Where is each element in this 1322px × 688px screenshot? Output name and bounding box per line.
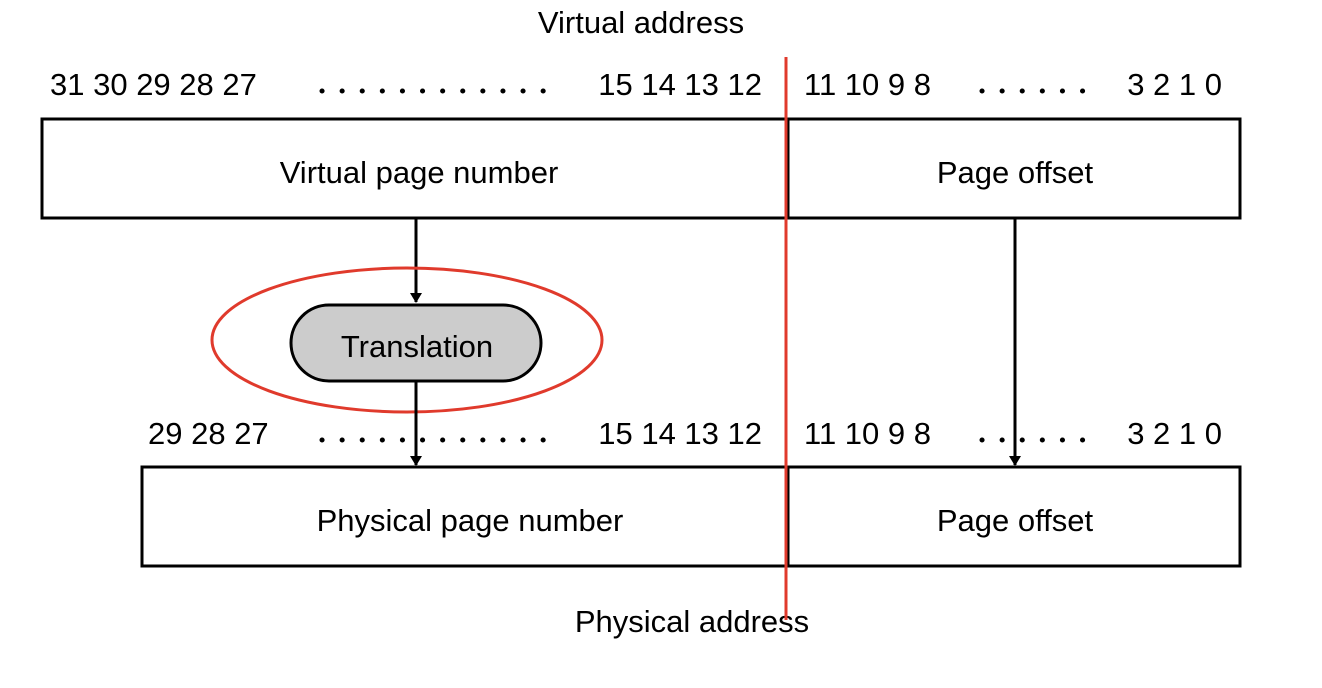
virtual-page-number-label: Virtual page number	[280, 155, 559, 190]
physical-address-title: Physical address	[575, 604, 809, 639]
physical-page-number-label: Physical page number	[317, 503, 624, 538]
virtual-address-title: Virtual address	[538, 5, 744, 40]
translation-label: Translation	[341, 329, 493, 364]
physical-bits-low-left: 11 10 9 8	[804, 416, 931, 451]
virtual-page-offset-label: Page offset	[937, 155, 1094, 190]
physical-bits-low-right: 3 2 1 0	[1127, 416, 1222, 451]
virtual-bits-low-right: 3 2 1 0	[1127, 67, 1222, 102]
virtual-page-offset-box	[786, 117, 1242, 220]
virtual-bits-low-left: 11 10 9 8	[804, 67, 931, 102]
physical-page-number-box	[140, 465, 790, 568]
virtual-page-number-box	[40, 117, 790, 220]
physical-bits-mid: 15 14 13 12	[598, 416, 762, 451]
translation-highlight-ellipse	[210, 266, 604, 414]
virtual-bits-mid: 15 14 13 12	[598, 67, 762, 102]
physical-bits-high: 29 28 27	[148, 416, 269, 451]
physical-page-offset-label: Page offset	[937, 503, 1094, 538]
virtual-bits-high: 31 30 29 28 27	[50, 67, 257, 102]
physical-page-offset-box	[786, 465, 1242, 568]
